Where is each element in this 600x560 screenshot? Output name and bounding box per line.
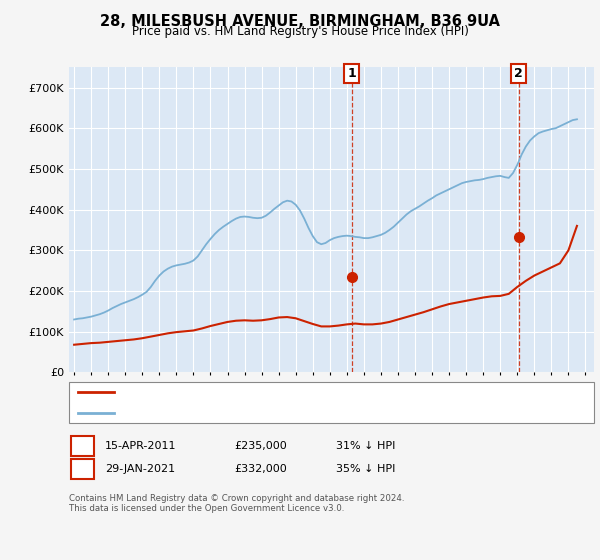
Text: 2: 2 (514, 67, 523, 80)
Text: 1: 1 (78, 440, 86, 453)
Text: £235,000: £235,000 (234, 441, 287, 451)
Text: 1: 1 (347, 67, 356, 80)
Text: 29-JAN-2021: 29-JAN-2021 (105, 464, 175, 474)
Text: 28, MILESBUSH AVENUE, BIRMINGHAM, B36 9UA (detached house): 28, MILESBUSH AVENUE, BIRMINGHAM, B36 9U… (119, 387, 466, 397)
Text: 2: 2 (78, 463, 86, 476)
Text: HPI: Average price, detached house, Solihull: HPI: Average price, detached house, Soli… (119, 408, 350, 418)
Text: Price paid vs. HM Land Registry's House Price Index (HPI): Price paid vs. HM Land Registry's House … (131, 25, 469, 38)
Text: 15-APR-2011: 15-APR-2011 (105, 441, 176, 451)
Text: £332,000: £332,000 (234, 464, 287, 474)
Text: Contains HM Land Registry data © Crown copyright and database right 2024.
This d: Contains HM Land Registry data © Crown c… (69, 494, 404, 514)
Text: 31% ↓ HPI: 31% ↓ HPI (336, 441, 395, 451)
Text: 28, MILESBUSH AVENUE, BIRMINGHAM, B36 9UA: 28, MILESBUSH AVENUE, BIRMINGHAM, B36 9U… (100, 14, 500, 29)
Text: 35% ↓ HPI: 35% ↓ HPI (336, 464, 395, 474)
